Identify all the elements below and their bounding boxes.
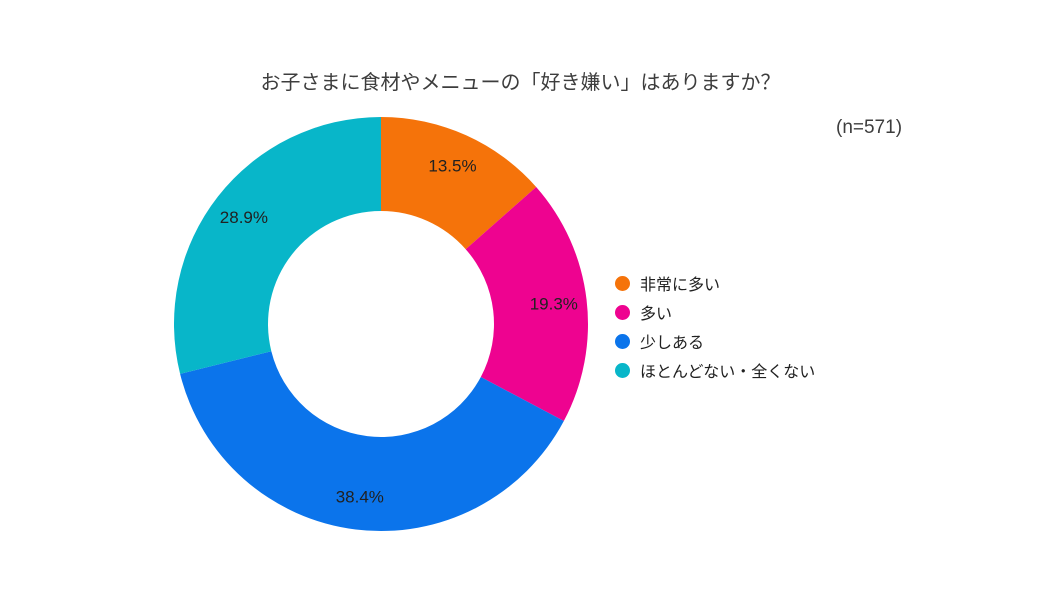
legend-swatch-icon bbox=[615, 304, 630, 320]
legend-item-almost-none: ほとんどない・全くない bbox=[615, 360, 816, 381]
legend-swatch-circle bbox=[615, 333, 630, 349]
legend-item-very-many: 非常に多い bbox=[615, 273, 815, 294]
legend-swatch-circle bbox=[615, 362, 630, 378]
legend-swatch-icon bbox=[615, 275, 630, 291]
chart-legend: 非常に多い 多い 少しある ほとんどない・全くない bbox=[615, 273, 816, 381]
legend-swatch-circle bbox=[615, 275, 630, 291]
donut-slice-3 bbox=[174, 117, 381, 374]
slice-value-label-1: 19.3% bbox=[530, 295, 578, 314]
legend-item-somewhat: 少しある bbox=[615, 331, 815, 352]
slice-value-label-0: 13.5% bbox=[428, 156, 476, 175]
slice-value-label-3: 28.9% bbox=[220, 208, 268, 227]
chart-title: お子さまに食材やメニューの「好き嫌い」はありますか？ bbox=[260, 72, 781, 94]
donut-slice-0 bbox=[381, 117, 537, 250]
donut-slice-1 bbox=[465, 186, 588, 422]
legend-label: 非常に多い bbox=[640, 277, 721, 294]
legend-label: 多い bbox=[640, 306, 673, 323]
legend-label: 少しある bbox=[640, 335, 705, 352]
slice-value-label-2: 38.4% bbox=[336, 488, 384, 507]
sample-size-note: (n=571) bbox=[836, 117, 903, 138]
donut-chart: 13.5% 19.3% 38.4% 28.9% bbox=[174, 117, 588, 531]
legend-swatch-icon bbox=[615, 333, 630, 349]
legend-swatch-icon bbox=[615, 362, 630, 378]
legend-item-many: 多い bbox=[615, 302, 815, 323]
donut-slice-2 bbox=[180, 351, 564, 531]
legend-swatch-circle bbox=[615, 304, 630, 320]
legend-label: ほとんどない・全くない bbox=[640, 364, 816, 381]
